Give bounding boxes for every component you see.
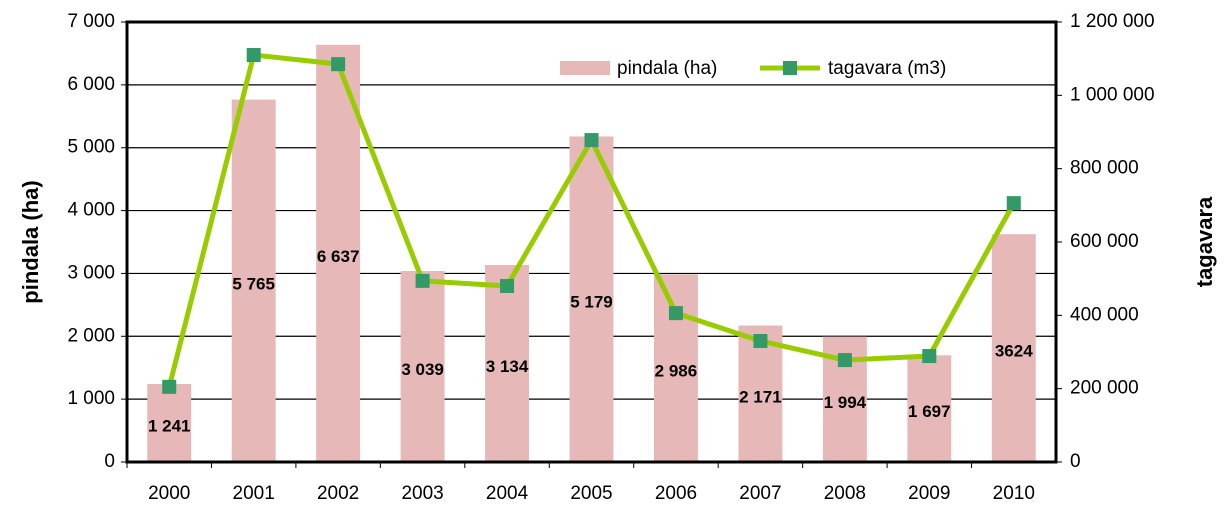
marker (500, 279, 515, 293)
x-tick-label: 2005 (570, 483, 612, 504)
legend-swatch (560, 61, 610, 75)
data-label: 5 765 (232, 274, 275, 293)
y2-tick-label: 800 000 (1070, 158, 1139, 179)
bar (400, 270, 445, 462)
marker (415, 273, 430, 288)
marker (162, 379, 177, 394)
y2-axis-title: tagavara (1192, 196, 1217, 287)
data-label: 2 986 (655, 362, 698, 381)
y2-tick-label: 400 000 (1070, 304, 1139, 325)
y-tick-label: 5 000 (67, 137, 115, 158)
bar (738, 325, 783, 462)
bar (653, 274, 698, 462)
data-label: 3 134 (486, 357, 529, 376)
y2-tick-label: 600 000 (1070, 231, 1139, 252)
x-tick-label: 2002 (317, 483, 359, 504)
data-label: 3 039 (401, 360, 444, 379)
x-tick-label: 2004 (486, 483, 529, 504)
data-label: 5 179 (570, 293, 613, 312)
bar (316, 44, 361, 463)
marker (584, 133, 599, 148)
data-label: 6 637 (317, 247, 360, 266)
data-label: 3624 (995, 342, 1033, 361)
y2-tick-label: 1 000 000 (1070, 84, 1155, 105)
marker (668, 306, 683, 321)
y2-tick-label: 1 200 000 (1070, 11, 1155, 32)
data-label: 1 994 (824, 393, 867, 412)
y-tick-label: 2 000 (67, 325, 115, 346)
x-tick-label: 2008 (824, 483, 866, 504)
bar (569, 136, 614, 462)
bar (907, 355, 952, 462)
y2-tick-label: 200 000 (1070, 378, 1139, 399)
legend-marker (783, 61, 797, 75)
y-tick-label: 4 000 (67, 200, 115, 221)
marker (753, 334, 768, 348)
data-label: 1 697 (908, 402, 951, 421)
marker (246, 48, 261, 62)
x-tick-label: 2009 (908, 483, 950, 504)
x-tick-label: 2003 (401, 483, 443, 504)
bar (147, 383, 192, 462)
x-tick-label: 2000 (148, 483, 190, 504)
y-tick-label: 6 000 (67, 74, 115, 95)
bar (485, 265, 530, 462)
y2-tick-label: 0 (1070, 451, 1081, 472)
legend-label: tagavara (m3) (828, 58, 946, 79)
data-label: 1 241 (148, 416, 191, 435)
x-tick-label: 2001 (233, 483, 275, 504)
x-tick-label: 2007 (739, 483, 781, 504)
x-tick-label: 2006 (655, 483, 697, 504)
y-axis-title: pindala (ha) (18, 180, 43, 303)
data-label: 2 171 (739, 387, 782, 406)
x-tick-label: 2010 (993, 483, 1035, 504)
legend-label: pindala (ha) (617, 58, 717, 79)
bar (991, 234, 1036, 462)
marker (331, 57, 346, 72)
y-tick-label: 3 000 (67, 262, 115, 283)
y-tick-label: 7 000 (67, 11, 115, 32)
marker (837, 353, 852, 368)
y-tick-label: 1 000 (67, 388, 115, 409)
marker (922, 349, 937, 364)
y-tick-label: 0 (104, 451, 115, 472)
bar (231, 99, 276, 462)
marker (1006, 196, 1021, 211)
plot-border (125, 20, 1058, 464)
